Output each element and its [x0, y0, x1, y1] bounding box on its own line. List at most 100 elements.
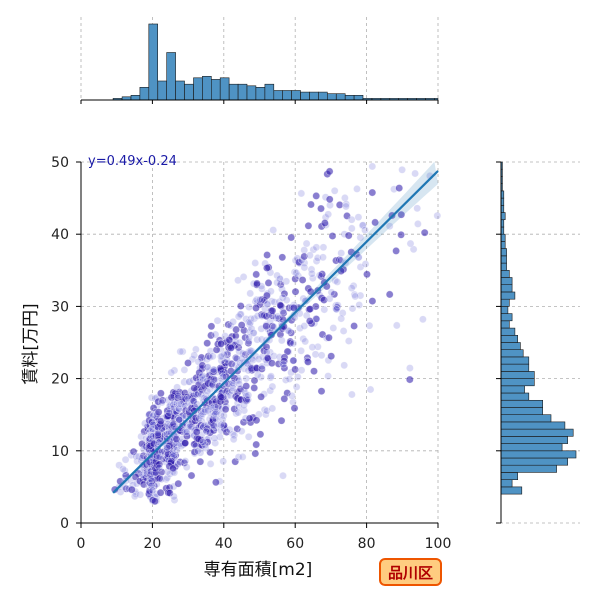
top-hist-bar — [344, 95, 355, 101]
top-hist-bar — [300, 91, 310, 101]
top-hist-bar — [237, 83, 248, 101]
scatter-point — [304, 221, 313, 230]
right-hist-bar — [500, 291, 516, 300]
scatter-point — [213, 316, 222, 325]
scatter-point — [246, 346, 255, 355]
right-hist-bar — [500, 407, 544, 415]
top-hist-bar — [139, 87, 150, 101]
scatter-point — [164, 411, 172, 420]
scatter-point — [354, 213, 363, 222]
scatter-point — [178, 347, 187, 356]
scatter-point — [285, 375, 294, 383]
scatter-point — [291, 287, 300, 296]
scatter-point — [301, 296, 310, 305]
scatter-point — [292, 382, 301, 391]
scatter-point — [163, 473, 172, 482]
right-hist-bar — [500, 313, 513, 322]
scatter-point — [235, 380, 244, 388]
scatter-point — [190, 384, 199, 393]
scatter-point — [368, 188, 377, 197]
scatter-point — [209, 365, 218, 374]
scatter-point — [251, 449, 260, 458]
scatter-point — [150, 497, 159, 506]
scatter-point — [289, 339, 298, 348]
right-hist-bar — [500, 457, 568, 466]
scatter-point — [300, 252, 309, 261]
scatter-point — [190, 351, 199, 360]
scatter-point — [268, 404, 277, 413]
scatter-point — [154, 453, 163, 461]
scatter-point — [199, 438, 207, 447]
scatter-point — [339, 327, 348, 335]
scatter-point — [226, 367, 235, 375]
scatter-point — [418, 315, 427, 324]
scatter-point — [208, 380, 216, 389]
top-hist-bar — [211, 79, 221, 101]
ward-badge-label: 品川区 — [388, 564, 433, 582]
scatter-point — [190, 406, 199, 415]
scatter-point — [319, 253, 327, 262]
scatter-point — [298, 276, 307, 284]
x-tick-label: 40 — [215, 536, 233, 552]
top-hist-bar — [326, 93, 337, 101]
scatter-point — [307, 269, 316, 278]
right-hist-bar — [500, 212, 506, 220]
scatter-point — [310, 367, 318, 376]
right-hist-bar — [500, 479, 513, 488]
scatter-point — [392, 321, 401, 330]
right-hist-bar — [500, 342, 521, 350]
right-hist-bar — [500, 262, 507, 271]
regression-equation: y=0.49x-0.24 — [88, 154, 177, 169]
scatter-point — [313, 342, 322, 351]
scatter-point — [312, 243, 321, 252]
top-hist-bar — [291, 90, 301, 101]
scatter-point — [306, 287, 315, 296]
scatter-point — [257, 364, 266, 373]
scatter-point — [219, 457, 228, 466]
scatter-point — [286, 339, 295, 347]
scatter-point — [385, 290, 394, 299]
scatter-point — [347, 224, 356, 233]
scatter-point — [301, 337, 310, 346]
scatter-point — [324, 210, 333, 219]
scatter-point — [165, 408, 174, 417]
scatter-point — [253, 370, 262, 379]
top-hist-bar — [255, 87, 266, 101]
scatter-point — [156, 417, 165, 426]
regression-layer — [112, 161, 439, 494]
scatter-point — [290, 404, 299, 413]
top-hist-bar — [148, 23, 159, 101]
scatter-point — [182, 463, 191, 472]
scatter-point — [291, 365, 299, 374]
scatter-point — [264, 278, 273, 287]
x-tick-label: 80 — [358, 536, 376, 552]
scatter-point — [225, 335, 234, 344]
scatter-point — [371, 218, 379, 227]
top-hist-bar — [130, 95, 141, 101]
scatter-point — [242, 382, 251, 390]
scatter-point — [361, 260, 370, 268]
scatter-point — [344, 337, 353, 345]
scatter-point — [328, 232, 337, 240]
scatter-point — [203, 363, 212, 372]
right-hist-bar — [500, 277, 513, 285]
scatter-point — [355, 301, 364, 309]
right-hist-bar — [500, 356, 530, 365]
scatter-point — [268, 382, 277, 391]
scatter-point — [251, 259, 260, 267]
scatter-point — [234, 343, 243, 352]
right-hist-bar — [500, 269, 510, 278]
top-hist-bar — [184, 83, 194, 101]
scatter-point — [252, 270, 261, 279]
scatter-point — [392, 246, 400, 255]
scatter-point — [257, 335, 266, 344]
scatter-point — [235, 347, 243, 356]
right-hist-bar — [500, 349, 524, 358]
scatter-point — [277, 336, 286, 345]
scatter-point — [340, 361, 349, 370]
scatter-point — [317, 387, 326, 396]
scatter-point — [292, 268, 301, 277]
scatter-point — [320, 305, 329, 314]
scatter-point — [359, 221, 367, 230]
